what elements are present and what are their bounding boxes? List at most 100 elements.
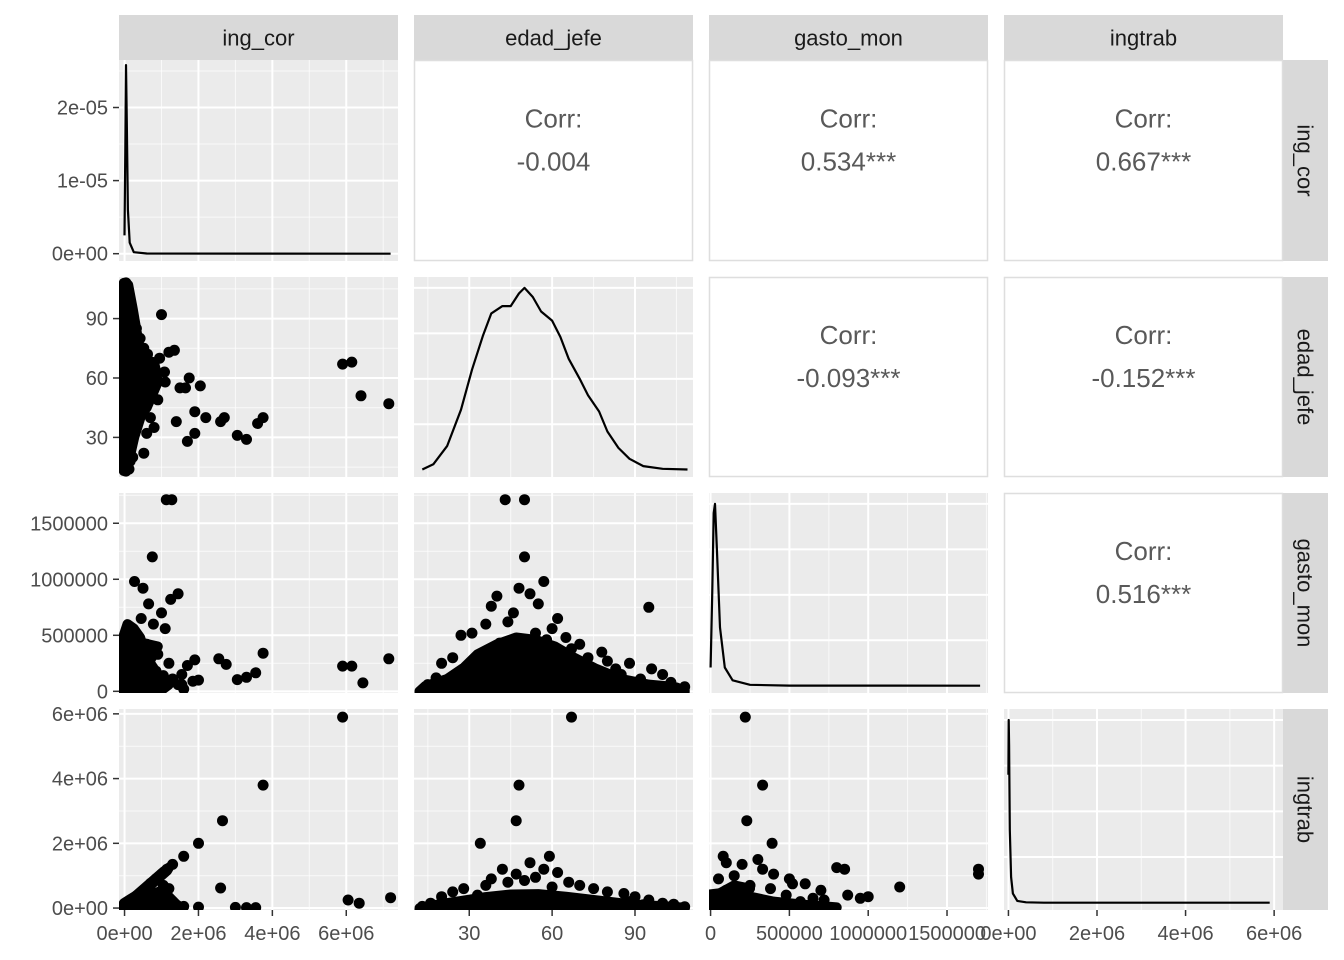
scatter-point	[588, 883, 600, 895]
scatter-point	[355, 390, 367, 402]
scatter-point	[668, 898, 680, 910]
panel-marks	[709, 711, 984, 910]
x-tick-label-edad_jefe: 30	[458, 923, 480, 945]
scatter-point	[524, 588, 536, 600]
x-tick-label-ingtrab: 0e+00	[980, 923, 1036, 945]
scatter-point	[496, 863, 508, 875]
scatter-point	[167, 896, 179, 908]
scatter-point	[143, 598, 155, 610]
scatter-point	[480, 618, 492, 630]
scatter-point	[815, 884, 827, 896]
scatter-point	[552, 613, 564, 624]
scatter-point	[126, 895, 138, 907]
y-tick-label-ing_cor: 1e-05	[57, 171, 108, 193]
column-strip-label-ingtrab: ingtrab	[1110, 26, 1177, 51]
scatter-point	[574, 879, 586, 891]
scatter-point	[739, 711, 751, 723]
scatter-point	[757, 779, 769, 791]
scatter-point	[383, 398, 395, 410]
scatter-point	[194, 380, 206, 392]
column-strip-edad_jefe	[414, 15, 693, 60]
scatter-point	[510, 815, 522, 827]
scatter-point	[346, 660, 358, 672]
scatter-point	[138, 447, 150, 459]
density-line-ingtrab	[1007, 718, 1270, 904]
x-tick-label-gasto_mon: 500000	[756, 923, 823, 945]
x-tick-label-ingtrab: 6e+06	[1246, 923, 1302, 945]
scatter-point	[546, 623, 558, 635]
scatter-point	[124, 669, 136, 680]
scatter-point	[189, 427, 201, 439]
corr-value: 0.534***	[801, 147, 896, 177]
panel-gasto_mon-edad_jefe	[414, 493, 693, 693]
y-tick-label-edad_jefe: 90	[86, 309, 108, 331]
corr-panel-border	[1003, 276, 1284, 478]
scatter-point	[670, 682, 682, 693]
scatter-point	[337, 660, 349, 672]
scatter-point	[137, 656, 149, 668]
scatter-point	[425, 897, 437, 909]
scatter-point	[541, 634, 553, 646]
y-tick-label-gasto_mon: 1000000	[30, 569, 108, 591]
row-strip-label-edad_jefe: edad_jefe	[1293, 329, 1318, 426]
scatter-point	[552, 867, 564, 878]
scatter-point	[436, 657, 448, 669]
scatter-point	[472, 889, 483, 901]
scatter-point	[416, 684, 428, 693]
scatter-point	[519, 494, 530, 506]
scatter-point	[183, 372, 195, 384]
panel-marks	[414, 494, 691, 693]
panel-gasto_mon-gasto_mon	[709, 493, 988, 693]
scatter-point	[519, 551, 530, 563]
panel-ingtrab-gasto_mon	[709, 709, 988, 910]
scatter-point	[172, 588, 184, 600]
panel-background	[1004, 709, 1283, 910]
corr-panel-border	[1003, 59, 1284, 262]
scatter-point	[507, 607, 519, 619]
scatter-point	[148, 892, 160, 904]
scatter-point	[156, 607, 167, 619]
scatter-point	[127, 451, 139, 463]
scatter-point	[436, 891, 448, 903]
panel-marks	[119, 277, 395, 477]
y-tick-label-ing_cor: 0e+00	[52, 244, 108, 266]
column-strip-label-edad_jefe: edad_jefe	[505, 26, 602, 51]
scatter-point	[163, 657, 175, 669]
scatter-point	[502, 616, 514, 628]
scatter-point	[546, 881, 558, 893]
scatter-point	[794, 896, 806, 908]
scatter-point	[154, 352, 166, 364]
scatter-point	[257, 647, 269, 659]
column-strip-ing_cor	[119, 15, 398, 60]
panel-ing_cor-ingtrab: Corr: 0.667***	[1003, 59, 1284, 262]
scatter-point	[530, 627, 541, 639]
scatter-point	[180, 382, 191, 394]
scatter-point	[134, 332, 146, 344]
scatter-point	[181, 660, 193, 671]
y-tick-label-edad_jefe: 60	[86, 368, 108, 390]
scatter-point	[494, 637, 506, 649]
scatter-point	[176, 669, 188, 680]
scatter-point	[679, 681, 691, 693]
corr-label: Corr:	[1115, 320, 1173, 350]
scatter-point	[720, 857, 732, 869]
column-strip-gasto_mon	[709, 15, 988, 60]
row-strip-ing_cor	[1283, 60, 1328, 261]
scatter-point	[231, 674, 243, 686]
corr-value: 0.516***	[1096, 579, 1191, 609]
corr-value: -0.152***	[1091, 363, 1195, 393]
scatter-point	[257, 779, 269, 791]
scatter-point	[383, 653, 395, 665]
scatter-point	[146, 551, 158, 563]
corr-value: -0.093***	[796, 363, 900, 393]
y-tick-label-gasto_mon: 0	[97, 681, 108, 703]
row-strip-label-ing_cor: ing_cor	[1293, 124, 1318, 196]
scatter-point	[141, 638, 153, 650]
panel-gasto_mon-ing_cor	[119, 493, 398, 693]
scatter-point	[189, 406, 201, 418]
scatter-point	[538, 576, 550, 587]
scatter-point	[241, 902, 252, 910]
scatter-point	[766, 837, 778, 849]
panel-edad_jefe-ing_cor	[119, 277, 398, 477]
